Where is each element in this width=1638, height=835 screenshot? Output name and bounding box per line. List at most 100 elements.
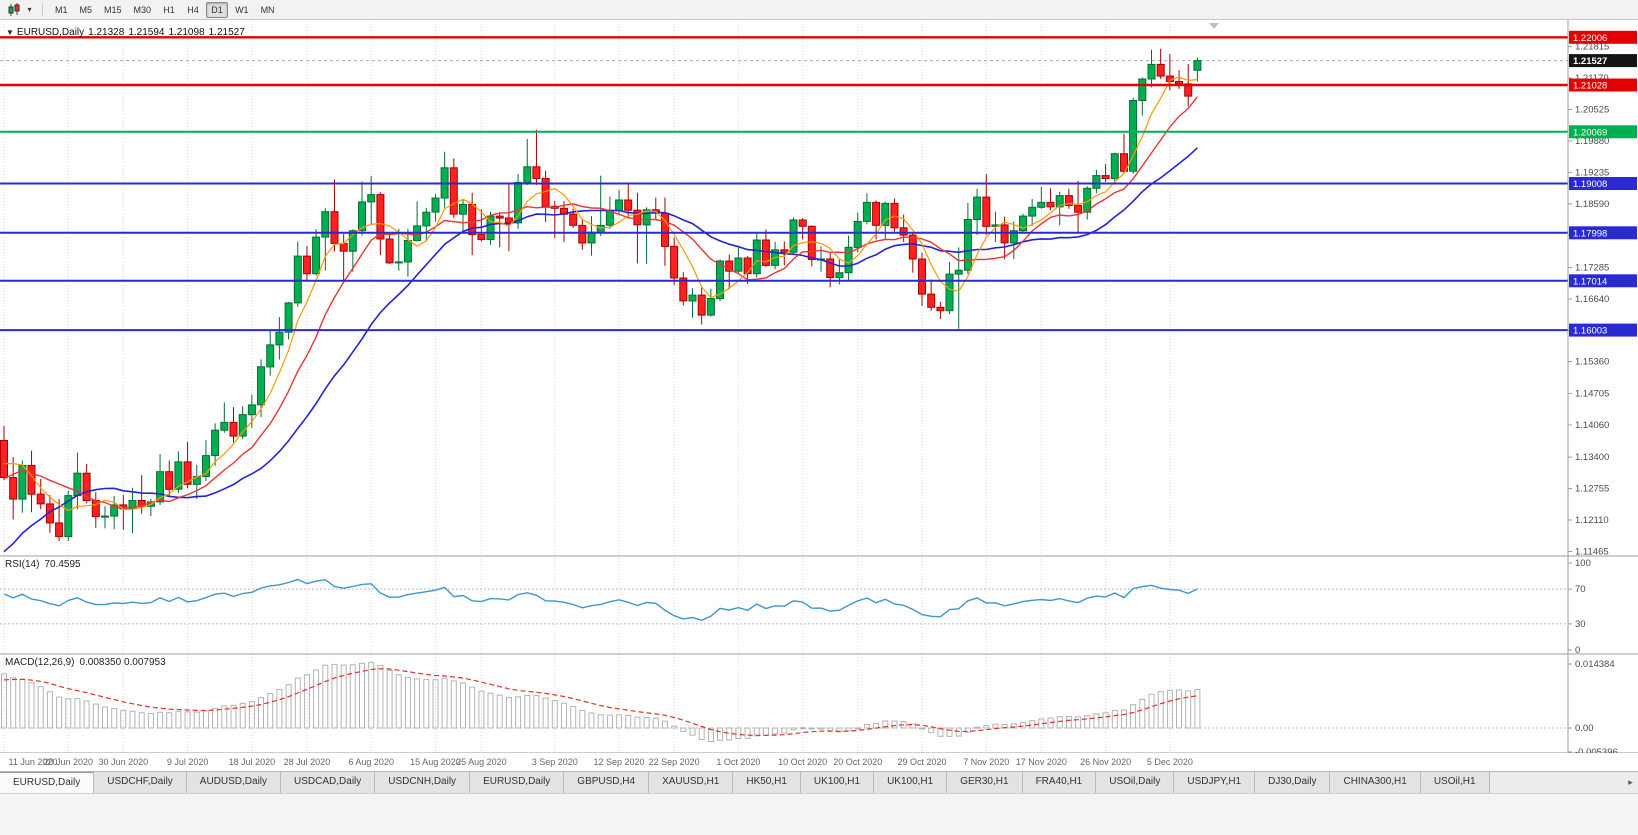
price-tick-label: 1.13400 bbox=[1575, 452, 1609, 463]
timeframe-button-m5[interactable]: M5 bbox=[79, 4, 93, 15]
timeframe-button-h1[interactable]: H1 bbox=[163, 4, 175, 15]
timeframe-button-m30[interactable]: M30 bbox=[133, 4, 152, 15]
macd-histogram-bar bbox=[395, 674, 402, 729]
chart-tab-audusd-daily[interactable]: AUDUSD,Daily bbox=[186, 772, 282, 793]
candle-body bbox=[908, 234, 917, 260]
macd-histogram-bar bbox=[909, 723, 916, 729]
chart-tab-eurusd-daily[interactable]: EURUSD,Daily bbox=[0, 772, 95, 793]
timeframe-button-m1[interactable]: M1 bbox=[55, 4, 68, 15]
macd-histogram-bar bbox=[854, 727, 861, 730]
rsi-name: RSI(14) bbox=[5, 559, 40, 570]
price-axis-area[interactable] bbox=[1568, 20, 1638, 753]
timeframe-button-w1[interactable]: W1 bbox=[235, 4, 249, 15]
candle-body bbox=[945, 273, 954, 312]
candle-body bbox=[1019, 215, 1027, 232]
macd-histogram-bar bbox=[450, 680, 457, 729]
candle-body bbox=[55, 522, 64, 538]
macd-histogram-bar bbox=[193, 711, 200, 729]
macd-histogram-bar bbox=[983, 725, 990, 729]
chart-tab-hk50-h1[interactable]: HK50,H1 bbox=[733, 772, 801, 793]
toolbar-separator bbox=[42, 3, 43, 16]
macd-histogram-bar bbox=[248, 701, 255, 729]
macd-histogram-bar bbox=[542, 697, 549, 729]
macd-histogram-bar bbox=[1148, 693, 1155, 729]
date-label: 6 Aug 2020 bbox=[348, 757, 394, 767]
macd-histogram-bar bbox=[423, 679, 430, 729]
candle-body bbox=[743, 257, 752, 275]
candle-body bbox=[504, 217, 513, 224]
chart-tab-fra40-h1[interactable]: FRA40,H1 bbox=[1022, 772, 1097, 793]
candle-body bbox=[780, 249, 789, 253]
ma-5-line bbox=[3, 76, 1198, 512]
chart-tab-usdchf-daily[interactable]: USDCHF,Daily bbox=[94, 772, 187, 793]
timeframe-button-d1[interactable]: D1 bbox=[206, 1, 229, 18]
timeframe-button-mn[interactable]: MN bbox=[260, 4, 275, 15]
macd-histogram-bar bbox=[964, 727, 971, 733]
macd-histogram-bar bbox=[579, 709, 586, 729]
macd-histogram-bar bbox=[974, 726, 981, 729]
candle-body bbox=[862, 201, 871, 222]
macd-histogram-bar bbox=[772, 727, 779, 735]
chart-tab-usdcad-daily[interactable]: USDCAD,Daily bbox=[281, 772, 376, 793]
chart-tab-usdcnh-daily[interactable]: USDCNH,Daily bbox=[375, 772, 471, 793]
candle-body bbox=[1138, 78, 1147, 101]
chart-canvas[interactable]: 1.218151.211701.205251.198801.192351.185… bbox=[0, 0, 1638, 753]
price-tick-label: 1.11465 bbox=[1575, 547, 1609, 558]
chart-tab-usoil-daily[interactable]: USOil,Daily bbox=[1096, 772, 1175, 793]
macd-histogram-bar bbox=[735, 727, 742, 739]
price-tick-label: 1.20525 bbox=[1575, 105, 1609, 116]
candle-body bbox=[1028, 206, 1037, 217]
candle-body bbox=[569, 213, 578, 226]
timeframe-button-h4[interactable]: H4 bbox=[187, 4, 199, 15]
macd-histogram-bar bbox=[102, 706, 108, 729]
macd-histogram-bar bbox=[808, 727, 815, 730]
macd-histogram-bar bbox=[1194, 689, 1201, 729]
macd-histogram-bar bbox=[138, 712, 145, 729]
candle-body bbox=[495, 215, 504, 219]
macd-plot-area[interactable] bbox=[0, 654, 1568, 753]
chart-tab-eurusd-daily[interactable]: EURUSD,Daily bbox=[470, 772, 565, 793]
rsi-plot-area[interactable] bbox=[0, 556, 1568, 654]
chart-tab-ger30-h1[interactable]: GER30,H1 bbox=[947, 772, 1023, 793]
chart-tab-usdjpy-h1[interactable]: USDJPY,H1 bbox=[1174, 772, 1256, 793]
candle-body bbox=[211, 429, 220, 457]
chart-tab-gbpusd-h4[interactable]: GBPUSD,H4 bbox=[564, 772, 650, 793]
macd-histogram-bar bbox=[698, 727, 705, 740]
shift-marker-icon[interactable] bbox=[1209, 23, 1219, 29]
macd-histogram-bar bbox=[891, 720, 898, 729]
date-label: 26 Nov 2020 bbox=[1080, 757, 1132, 767]
candle-body bbox=[110, 504, 119, 517]
candlestick-glyph bbox=[8, 2, 20, 16]
macd-histogram-bar bbox=[1065, 716, 1072, 729]
candle-body bbox=[532, 166, 541, 180]
macd-histogram-bar bbox=[652, 717, 659, 729]
chart-type-dropdown-caret-icon[interactable]: ▾ bbox=[27, 4, 32, 14]
tabs-scroll-right-icon[interactable]: ▸ bbox=[1623, 772, 1638, 793]
macd-histogram-bar bbox=[570, 705, 577, 729]
price-plot-area[interactable] bbox=[0, 20, 1568, 556]
macd-histogram-bar bbox=[1130, 704, 1137, 729]
chart-ohlc-title: ▼ EURUSD,Daily 1.21328 1.21594 1.21098 1.2152… bbox=[6, 27, 249, 38]
macd-histogram-bar bbox=[1075, 716, 1082, 729]
candle-body bbox=[1046, 201, 1055, 208]
chart-tab-dj30-daily[interactable]: DJ30,Daily bbox=[1255, 772, 1331, 793]
time-axis[interactable]: 11 Jun 2020 20 Jun 2020 30 Jun 2020 9 Jul 2… bbox=[0, 753, 1638, 771]
rsi-line bbox=[3, 578, 1198, 622]
chart-tab-uk100-h1[interactable]: UK100,H1 bbox=[800, 772, 875, 793]
chart-tab-china300-h1[interactable]: CHINA300,H1 bbox=[1330, 772, 1421, 793]
price-tick-label: 1.18590 bbox=[1575, 199, 1609, 210]
macd-histogram-bar bbox=[460, 682, 466, 729]
macd-histogram-bar bbox=[1185, 690, 1192, 729]
chart-tab-usoil-h1[interactable]: USOil,H1 bbox=[1420, 772, 1490, 793]
chart-tab-uk100-h1[interactable]: UK100,H1 bbox=[874, 772, 948, 793]
candle-body bbox=[697, 294, 706, 316]
timeframe-button-m15[interactable]: M15 bbox=[104, 4, 122, 15]
price-tick-label: 1.12755 bbox=[1575, 484, 1609, 495]
date-label: 20 Oct 2020 bbox=[833, 757, 883, 767]
macd-histogram-bar bbox=[671, 725, 678, 729]
chart-type-candlestick-icon[interactable] bbox=[4, 2, 24, 18]
rsi-value: 70.4595 bbox=[44, 559, 81, 570]
chart-tab-xauusd-h1[interactable]: XAUUSD,H1 bbox=[649, 772, 734, 793]
collapse-triangle-icon[interactable]: ▼ bbox=[6, 28, 14, 37]
candle-body bbox=[982, 196, 991, 227]
